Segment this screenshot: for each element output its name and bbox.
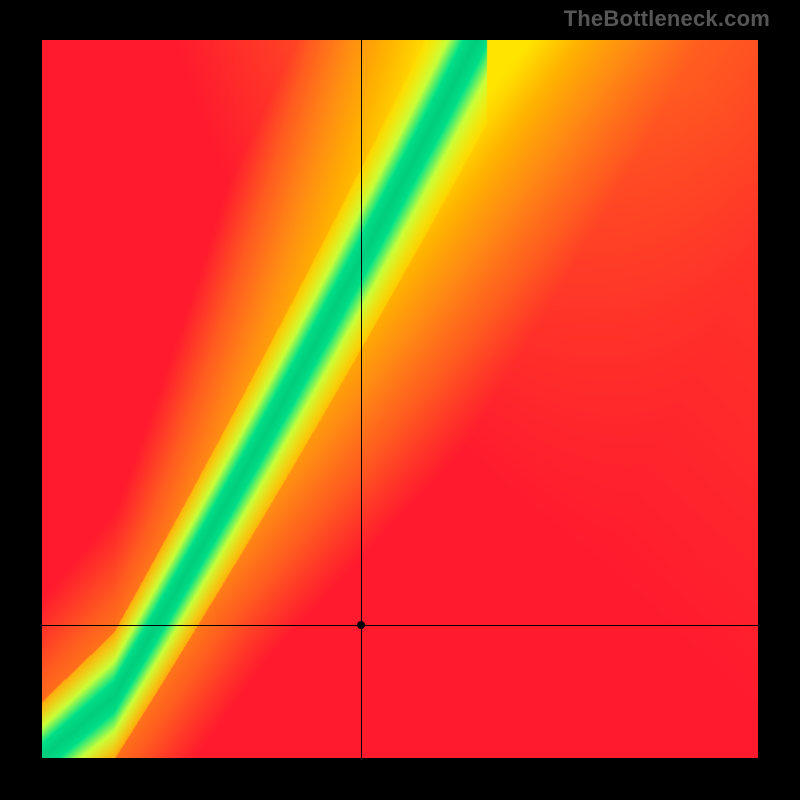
marker-dot: [357, 621, 365, 629]
crosshair-vertical: [361, 40, 362, 758]
crosshair-horizontal: [42, 625, 758, 626]
chart-container: TheBottleneck.com: [0, 0, 800, 800]
plot-area: [42, 40, 758, 758]
heatmap-canvas: [42, 40, 758, 758]
watermark-label: TheBottleneck.com: [564, 6, 770, 32]
